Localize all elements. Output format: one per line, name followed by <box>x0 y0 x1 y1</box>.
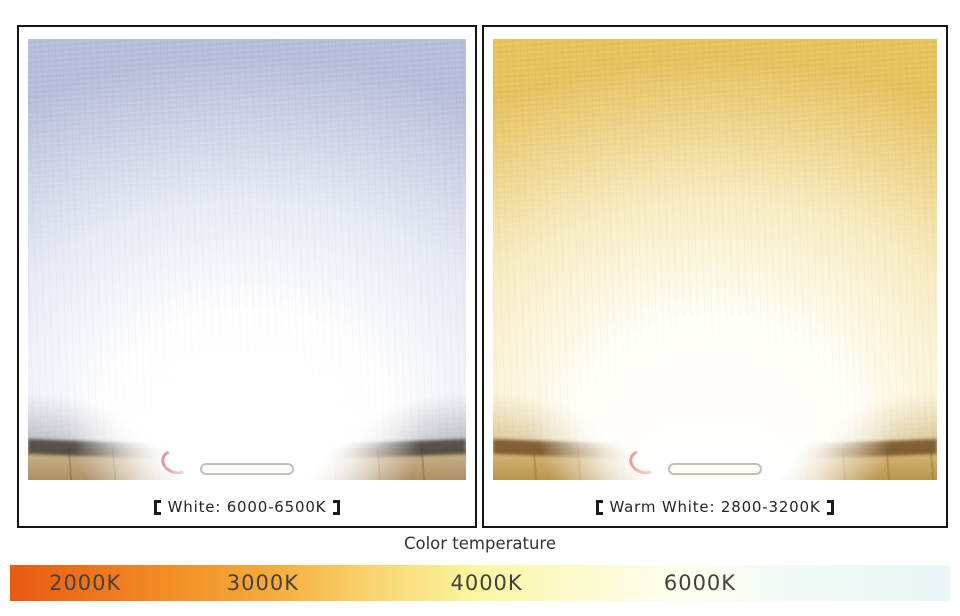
light-beam-glow <box>493 202 937 480</box>
caption-warm-white: Warm White: 2800-3200K <box>484 492 946 522</box>
scale-label-6000k: 6000K <box>663 571 737 595</box>
right-lenticular-bracket-icon <box>827 499 835 515</box>
caption-white: White: 6000-6500K <box>19 492 475 522</box>
scale-label-2000k: 2000K <box>49 571 122 595</box>
scale-label-3000k: 3000K <box>226 571 299 595</box>
scale-label-4000k: 4000K <box>450 571 523 595</box>
left-lenticular-bracket-icon <box>153 499 161 515</box>
warm-white-light-wall-photo <box>493 39 937 480</box>
scale-title: Color temperature <box>403 534 557 553</box>
panel-warm-white: Warm White: 2800-3200K <box>482 25 948 528</box>
caption-text: Warm White: 2800-3200K <box>609 498 821 516</box>
caption-text: White: 6000-6500K <box>167 498 327 516</box>
led-module <box>200 463 294 475</box>
right-lenticular-bracket-icon <box>333 499 341 515</box>
led-module <box>668 463 762 475</box>
color-temperature-scale: 2000K 3000K 4000K 6000K <box>10 565 950 601</box>
left-lenticular-bracket-icon <box>595 499 603 515</box>
light-beam-glow <box>28 202 466 480</box>
white-light-wall-photo <box>28 39 466 480</box>
panel-white: White: 6000-6500K <box>17 25 477 528</box>
